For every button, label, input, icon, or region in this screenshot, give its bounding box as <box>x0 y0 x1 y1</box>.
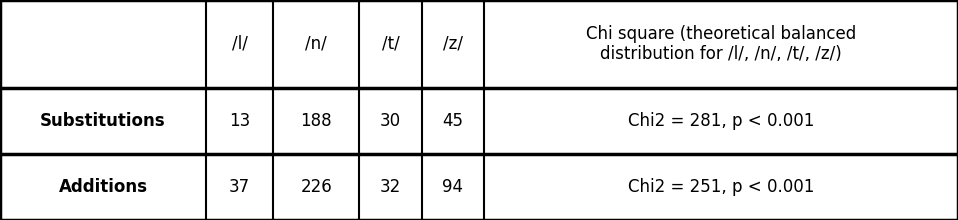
Text: 30: 30 <box>379 112 401 130</box>
Text: Substitutions: Substitutions <box>40 112 166 130</box>
Text: /n/: /n/ <box>306 35 327 53</box>
Text: Chi2 = 281, p < 0.001: Chi2 = 281, p < 0.001 <box>627 112 814 130</box>
Text: 32: 32 <box>379 178 401 196</box>
Text: Chi square (theoretical balanced
distribution for /l/, /n/, /t/, /z/): Chi square (theoretical balanced distrib… <box>585 25 856 63</box>
Text: /z/: /z/ <box>443 35 463 53</box>
Text: 94: 94 <box>443 178 463 196</box>
Text: 188: 188 <box>300 112 332 130</box>
Text: 45: 45 <box>443 112 463 130</box>
Text: 226: 226 <box>300 178 332 196</box>
Text: 37: 37 <box>229 178 250 196</box>
Text: /t/: /t/ <box>381 35 399 53</box>
Text: Additions: Additions <box>58 178 148 196</box>
Text: Chi2 = 251, p < 0.001: Chi2 = 251, p < 0.001 <box>627 178 814 196</box>
Text: /l/: /l/ <box>232 35 247 53</box>
Text: 13: 13 <box>229 112 250 130</box>
